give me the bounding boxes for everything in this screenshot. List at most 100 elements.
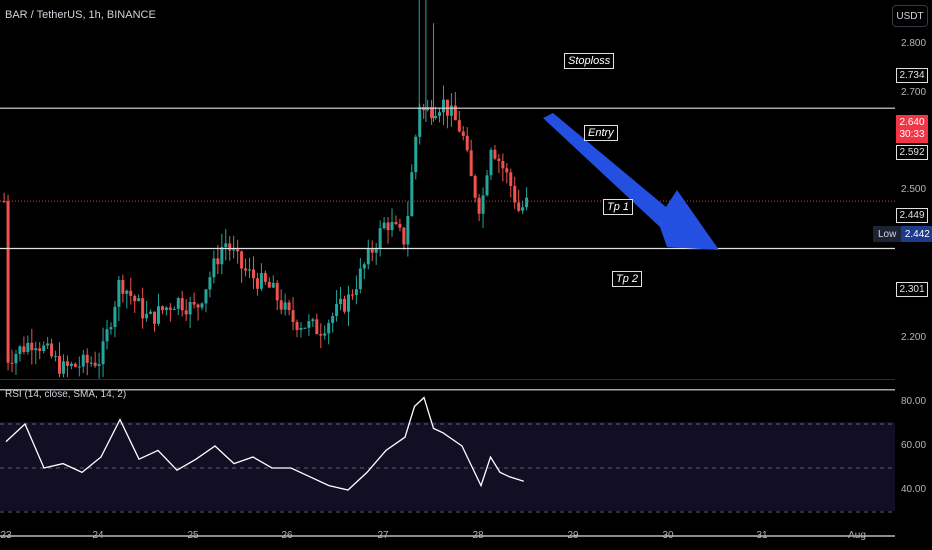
stoploss-annotation[interactable]: Stoploss xyxy=(564,53,615,69)
candle-body xyxy=(240,251,244,269)
candle-body xyxy=(271,282,275,288)
rsi-pane xyxy=(5,396,524,491)
candle-body xyxy=(509,172,513,186)
candle-body xyxy=(346,294,350,312)
pane-divider xyxy=(0,379,895,380)
time-tick: 24 xyxy=(92,530,104,541)
candle-body xyxy=(212,258,216,278)
current-price-value: 2.640 xyxy=(899,117,925,128)
candle-body xyxy=(339,298,343,305)
price-tick: 2.200 xyxy=(901,332,927,343)
candle-body xyxy=(406,215,410,245)
entry-price-badge: 2.592 xyxy=(896,145,928,160)
candle-body xyxy=(61,361,65,374)
candle-body xyxy=(493,149,497,159)
low-marker: Low 2.442 xyxy=(873,226,932,242)
candle-body xyxy=(105,329,109,342)
candle-body xyxy=(26,342,30,352)
candle-body xyxy=(457,120,461,132)
candle-body xyxy=(370,248,374,253)
candle-body xyxy=(6,201,10,363)
candle-body xyxy=(319,334,323,336)
candle-body xyxy=(343,298,347,312)
candle-body xyxy=(485,175,489,196)
candle-body xyxy=(291,310,295,322)
candle-body xyxy=(263,272,267,282)
candle-body xyxy=(125,290,129,294)
candle-body xyxy=(366,248,370,265)
time-tick: 23 xyxy=(0,530,12,541)
rsi-line xyxy=(5,396,524,491)
stoploss-price-badge: 2.734 xyxy=(896,68,928,83)
candle-body xyxy=(453,105,457,121)
candle-body xyxy=(327,323,331,334)
time-tick: 31 xyxy=(756,530,768,541)
candle-body xyxy=(196,304,200,308)
candle-body xyxy=(2,201,6,203)
candle-body xyxy=(38,348,42,351)
time-tick: 26 xyxy=(281,530,293,541)
price-tick: 2.500 xyxy=(901,184,927,195)
candle-body xyxy=(521,207,525,211)
candle-body xyxy=(228,243,232,251)
candle-body xyxy=(153,311,157,324)
candle-body xyxy=(85,354,89,363)
candle-body xyxy=(164,307,168,311)
candle-body xyxy=(390,222,394,231)
candle-body xyxy=(295,321,299,330)
rsi-indicator-label[interactable]: RSI (14, close, SMA, 14, 2) xyxy=(5,389,127,400)
candle-body xyxy=(208,277,212,290)
candle-body xyxy=(350,294,354,296)
currency-button[interactable]: USDT xyxy=(892,5,928,27)
candle-body xyxy=(145,313,149,319)
candle-body xyxy=(141,298,145,319)
candle-body xyxy=(42,345,46,351)
tp1-annotation[interactable]: Tp 1 xyxy=(603,199,634,215)
candle-body xyxy=(46,343,50,346)
candle-body xyxy=(117,280,121,307)
current-price-badge: 2.640 30:33 xyxy=(896,115,928,143)
candle-body xyxy=(81,354,85,367)
candle-body xyxy=(34,348,38,351)
candle-body xyxy=(149,311,153,314)
candle-body xyxy=(331,316,335,324)
candle-body xyxy=(251,269,255,279)
candle-body xyxy=(236,249,240,252)
forecast-arrow xyxy=(543,113,719,250)
candle-body xyxy=(10,362,14,364)
candle-body xyxy=(378,228,382,249)
candle-body xyxy=(156,306,160,324)
candle-body xyxy=(200,303,204,308)
candle-body xyxy=(374,248,378,253)
candle-body xyxy=(465,135,469,151)
candle-body xyxy=(311,319,315,322)
candle-body xyxy=(77,366,81,368)
candle-body xyxy=(382,222,386,229)
time-tick: 25 xyxy=(187,530,199,541)
down-arrow-icon xyxy=(543,113,719,250)
candle-body xyxy=(248,269,252,271)
candle-body xyxy=(303,327,307,329)
entry-annotation[interactable]: Entry xyxy=(584,125,618,141)
candle-body xyxy=(259,272,263,289)
candle-body xyxy=(204,289,208,304)
candle-body xyxy=(477,197,481,214)
candle-body xyxy=(287,302,291,311)
candle-body xyxy=(160,306,164,311)
candle-body xyxy=(362,264,366,269)
candle-body xyxy=(525,197,529,208)
symbol-title: BAR / TetherUS, 1h, BINANCE xyxy=(5,9,156,21)
tp2-annotation[interactable]: Tp 2 xyxy=(612,271,643,287)
candle-body xyxy=(168,307,172,310)
candle-body xyxy=(398,224,402,228)
candle-body xyxy=(216,258,220,265)
candle-body xyxy=(220,247,224,265)
time-tick: 28 xyxy=(472,530,484,541)
candle-body xyxy=(232,249,236,251)
candle-body xyxy=(517,202,521,211)
candle-body xyxy=(299,328,303,330)
candle-body xyxy=(434,115,438,119)
price-tick: 2.700 xyxy=(901,87,927,98)
candle-body xyxy=(176,298,180,309)
